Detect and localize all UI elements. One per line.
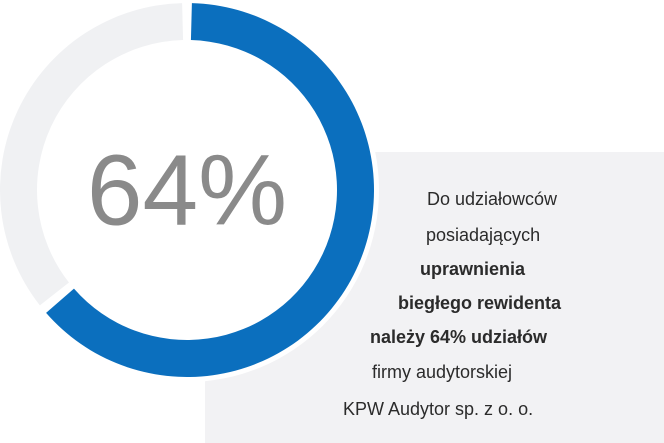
caption-line: należy 64% udziałów (370, 327, 548, 347)
caption-line: uprawnienia (420, 259, 526, 279)
caption-line: firmy audytorskiej (372, 362, 512, 382)
donut-backdrop (0, 0, 379, 382)
center-label: 64% (87, 134, 287, 246)
donut-segment (46, 3, 374, 377)
caption-line: Do udziałowców (427, 189, 558, 209)
caption-line: posiadających (426, 225, 540, 245)
caption-line: biegłego rewidenta (398, 293, 562, 313)
caption-line: KPW Audytor sp. z o. o. (343, 399, 533, 419)
donut-track (0, 3, 184, 306)
